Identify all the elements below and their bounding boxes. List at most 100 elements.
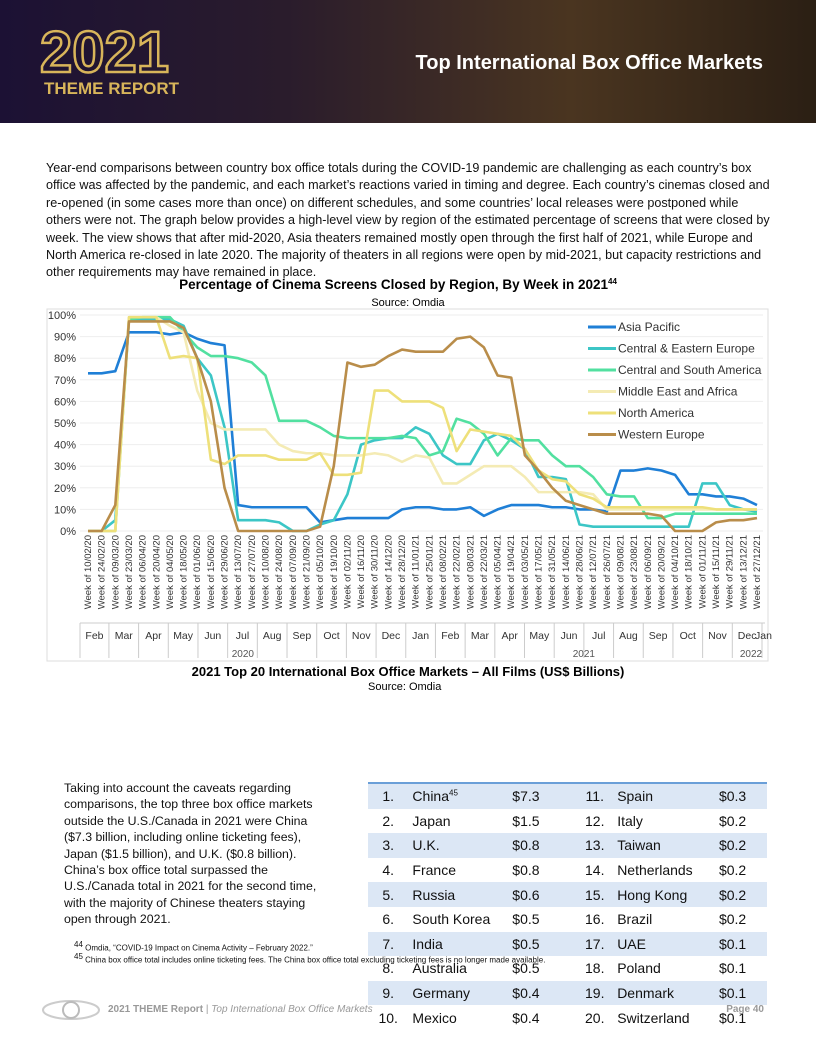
table-title: 2021 Top 20 International Box Office Mar… [191, 664, 625, 679]
table-cell: Japan [408, 809, 508, 834]
x-tick-label: Week of 20/09/21 [656, 535, 667, 609]
table-cell: Poland [613, 956, 715, 981]
footnote-ref: 45 [449, 788, 458, 798]
footnote-num: 45 [74, 952, 83, 961]
footer-text: 2021 THEME Report | Top International Bo… [108, 1004, 373, 1015]
x-tick-label: Week of 23/03/20 [124, 535, 135, 609]
cell-text: France [412, 862, 456, 879]
cell-text: Brazil [617, 911, 653, 928]
table-cell: Brazil [613, 907, 715, 932]
cell-text: 3. [382, 837, 395, 854]
cell-text: $0.8 [512, 837, 540, 854]
month-label: Jun [561, 630, 578, 642]
cell-text: 17. [585, 935, 605, 952]
month-label: Aug [263, 630, 282, 642]
cell-text: $0.2 [718, 812, 747, 829]
x-tick-label: Week of 13/07/20 [233, 535, 244, 609]
y-tick-label: 70% [54, 375, 76, 387]
cell-text: $0.2 [718, 886, 747, 903]
legend-label: Central & Eastern Europe [618, 342, 755, 356]
table-cell: $0.2 [715, 858, 767, 883]
x-tick-label: Week of 15/11/21 [711, 535, 722, 609]
x-tick-label: Week of 21/09/20 [301, 535, 312, 609]
cell-text: 7. [382, 935, 395, 952]
cell-text: South Korea [412, 911, 491, 928]
x-tick-label: Week of 12/07/21 [588, 535, 599, 609]
month-label: Dec [382, 630, 401, 642]
cell-text: $0.1 [718, 960, 747, 977]
x-tick-label: Week of 30/11/20 [370, 535, 381, 609]
table-cell: Spain [613, 783, 715, 809]
y-tick-label: 0% [60, 526, 76, 538]
month-label: Jan [412, 630, 429, 642]
table-cell: 19. [576, 981, 613, 1006]
x-tick-label: Week of 01/06/20 [192, 535, 203, 609]
y-tick-label: 60% [54, 396, 76, 408]
legend-label: Western Europe [618, 428, 705, 442]
table-cell: 5. [368, 882, 408, 907]
table-cell: Netherlands [613, 858, 715, 883]
table-cell: South Korea [408, 907, 508, 932]
table-cell: Russia [408, 882, 508, 907]
table-cell: $0.5 [508, 907, 576, 932]
month-label: Sep [649, 630, 668, 642]
y-tick-label: 50% [54, 418, 76, 430]
table-row: 8. Australia $0.5 18. Poland $0.1 [368, 956, 767, 981]
x-tick-label: Week of 18/10/21 [684, 535, 695, 609]
cell-text: Poland [617, 960, 661, 977]
table-cell: Denmark [613, 981, 715, 1006]
month-label: Apr [501, 630, 518, 642]
table-cell: China45 [408, 783, 508, 809]
chart-frame [46, 308, 769, 662]
cell-text: 19. [585, 985, 605, 1002]
cell-text: $0.1 [718, 1009, 747, 1026]
cell-text: 20. [585, 1009, 605, 1026]
month-label: Aug [619, 630, 638, 642]
month-label: Feb [85, 630, 103, 642]
footer-report: 2021 THEME Report [108, 1004, 204, 1015]
x-tick-label: Week of 27/07/20 [247, 535, 258, 609]
cell-text: 4. [382, 862, 395, 879]
cell-text: Spain [617, 788, 653, 805]
series-line [88, 330, 758, 524]
footnote-num: 44 [74, 940, 83, 949]
table-cell: India [408, 932, 508, 957]
footer-section: Top International Box Office Markets [211, 1004, 373, 1015]
footer-logo [42, 1000, 100, 1020]
table-cell: 2. [368, 809, 408, 834]
cell-text: Netherlands [617, 862, 693, 879]
cell-text: Italy [617, 812, 643, 829]
cell-text: $0.8 [512, 862, 540, 879]
x-tick-label: Week of 06/09/21 [643, 535, 654, 609]
x-tick-label: Week of 07/09/20 [288, 535, 299, 609]
x-tick-label: Week of 11/01/21 [411, 535, 422, 609]
table-row: 3. U.K. $0.8 13. Taiwan $0.2 [368, 833, 767, 858]
table-cell: 6. [368, 907, 408, 932]
x-tick-label: Week of 20/04/20 [151, 535, 162, 609]
cell-text: $0.6 [512, 886, 540, 903]
table-cell: U.K. [408, 833, 508, 858]
legend-label: North America [618, 406, 694, 420]
cell-text: Japan [412, 812, 451, 829]
x-tick-label: Week of 09/03/20 [110, 535, 121, 609]
table-cell: $0.5 [508, 932, 576, 957]
table-cell: 8. [368, 956, 408, 981]
year-label: 2021 [573, 649, 596, 660]
x-tick-label: Week of 18/05/20 [179, 535, 190, 609]
x-tick-label: Week of 19/04/21 [506, 535, 517, 609]
table-cell: $0.2 [715, 882, 767, 907]
x-tick-label: Week of 24/02/20 [97, 535, 108, 609]
cell-text: $0.2 [718, 911, 747, 928]
cell-text: $0.5 [512, 960, 540, 977]
year-label: 2020 [232, 649, 255, 660]
x-tick-label: Week of 08/02/21 [438, 535, 449, 609]
logo-year: 2021 [40, 20, 169, 85]
table-cell: $0.2 [715, 907, 767, 932]
legend-label: Central and South America [618, 363, 762, 377]
table-cell: $0.1 [715, 981, 767, 1006]
cell-text: Switzerland [617, 1009, 690, 1026]
chart-title: Percentage of Cinema Screens Closed by R… [179, 278, 617, 292]
table-row: 6. South Korea $0.5 16. Brazil $0.2 [368, 907, 767, 932]
x-tick-label: Week of 17/05/21 [534, 535, 545, 609]
